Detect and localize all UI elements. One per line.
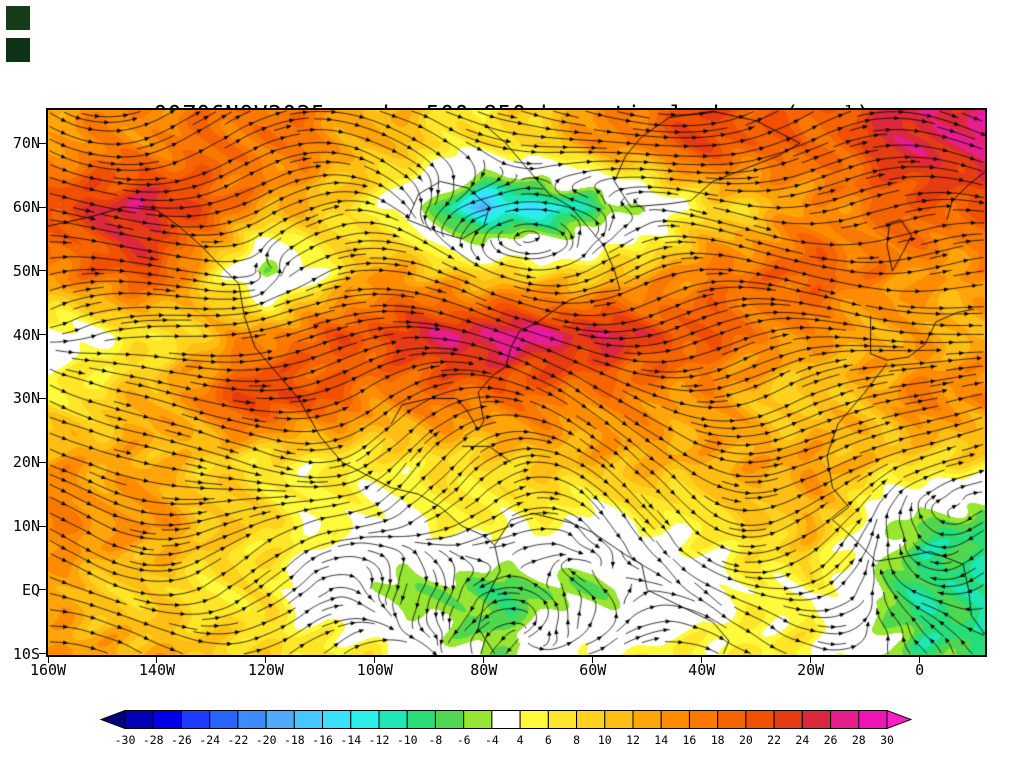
top-left-artifact-square-1 bbox=[6, 6, 30, 30]
y-tick-label: EQ bbox=[21, 580, 40, 599]
x-tick-label: 140W bbox=[138, 661, 176, 679]
colorbar-cell bbox=[547, 710, 578, 729]
y-tick-label: 70N bbox=[12, 134, 40, 153]
colorbar-tick-label: -16 bbox=[312, 733, 333, 747]
y-tick-label: 10S bbox=[12, 644, 40, 663]
y-tick-label: 30N bbox=[12, 389, 40, 408]
colorbar-cell bbox=[858, 710, 888, 729]
colorbar-tick-label: 18 bbox=[711, 733, 725, 747]
colorbar-tick-label: 28 bbox=[852, 733, 866, 747]
x-tick-mark bbox=[701, 657, 703, 663]
y-tick-mark bbox=[39, 142, 46, 144]
colorbar-tick-label: 20 bbox=[739, 733, 753, 747]
colorbar-cell bbox=[350, 710, 380, 729]
colorbar-tick-label: 14 bbox=[654, 733, 668, 747]
colorbar-cell bbox=[152, 710, 182, 729]
x-tick-mark bbox=[374, 657, 376, 663]
x-tick-label: 60W bbox=[579, 661, 607, 679]
y-tick-label: 60N bbox=[12, 198, 40, 216]
x-tick-mark bbox=[592, 657, 594, 663]
colorbar-cell bbox=[688, 710, 719, 729]
colorbar-cell bbox=[660, 710, 690, 729]
colorbar-over-arrow bbox=[886, 710, 912, 730]
colorbar-tick-label: -18 bbox=[284, 733, 305, 747]
colorbar-cell bbox=[265, 710, 295, 729]
colorbar-cell bbox=[406, 710, 436, 729]
colorbar-cell bbox=[124, 710, 154, 729]
colorbar-cell bbox=[434, 710, 465, 729]
colorbar-tick-label: -6 bbox=[457, 733, 471, 747]
colorbar-cell bbox=[463, 710, 493, 729]
colorbar-cell bbox=[745, 710, 775, 729]
colorbar-cell bbox=[576, 710, 606, 729]
colorbar-cell bbox=[378, 710, 408, 729]
x-tick-label: 40W bbox=[688, 661, 716, 679]
x-tick-mark bbox=[483, 657, 485, 663]
colorbar-cell bbox=[491, 710, 521, 729]
x-tick-label: 100W bbox=[356, 661, 393, 679]
x-tick-label: 0 bbox=[915, 661, 925, 679]
colorbar-tick-label: -10 bbox=[397, 733, 418, 747]
colorbar-cell bbox=[717, 710, 747, 729]
colorbar-cell bbox=[322, 710, 352, 729]
x-tick-mark bbox=[810, 657, 812, 663]
x-tick-label: 160W bbox=[29, 661, 67, 679]
x-tick-mark bbox=[47, 657, 49, 663]
colorbar-cell bbox=[209, 710, 239, 729]
y-tick-mark bbox=[39, 653, 46, 655]
top-left-artifact-square-2 bbox=[6, 38, 30, 62]
colorbar-tick-label: -4 bbox=[485, 733, 499, 747]
y-tick-label: 50N bbox=[12, 261, 40, 280]
colorbar-cell bbox=[293, 710, 324, 729]
colorbar-tick-label: -14 bbox=[340, 733, 361, 747]
colorbar-tick-label: -12 bbox=[369, 733, 390, 747]
colorbar-cell bbox=[773, 710, 803, 729]
colorbar-tick-label: 8 bbox=[573, 733, 580, 747]
colorbar-under-arrow bbox=[100, 710, 126, 730]
colorbar-tick-label: 24 bbox=[795, 733, 809, 747]
colorbar-tick-label: -26 bbox=[171, 733, 192, 747]
shear-streamline-map-canvas bbox=[48, 110, 985, 655]
colorbar: -30 -28 -26 -24 -22 -20 -18 -16 -14 -12 -10 -8 -6 -4 4… bbox=[100, 710, 912, 747]
y-tick-mark bbox=[39, 525, 46, 527]
colorbar-tick-label: -24 bbox=[199, 733, 220, 747]
y-tick-mark bbox=[39, 589, 46, 591]
colorbar-tick-label: -22 bbox=[227, 733, 248, 747]
colorbar-tick-label: 22 bbox=[767, 733, 781, 747]
y-tick-label: 20N bbox=[12, 453, 40, 472]
y-tick-label: 10N bbox=[12, 517, 40, 536]
colorbar-cell bbox=[830, 710, 860, 729]
colorbar-tick-label: -8 bbox=[429, 733, 443, 747]
colorbar-cell bbox=[632, 710, 662, 729]
colorbar-cell bbox=[237, 710, 267, 729]
colorbar-tick-label: 12 bbox=[626, 733, 640, 747]
colorbar-cell bbox=[519, 710, 549, 729]
map-frame bbox=[46, 108, 987, 657]
y-tick-mark bbox=[39, 334, 46, 336]
y-tick-mark bbox=[39, 397, 46, 399]
colorbar-cell bbox=[801, 710, 832, 729]
x-tick-mark bbox=[265, 657, 267, 663]
x-tick-label: 80W bbox=[470, 661, 498, 679]
colorbar-tick-label: -28 bbox=[143, 733, 164, 747]
colorbar-cell bbox=[604, 710, 634, 729]
colorbar-tick-label: -30 bbox=[115, 733, 136, 747]
x-tick-label: 20W bbox=[797, 661, 825, 679]
colorbar-tick-label: -20 bbox=[256, 733, 277, 747]
colorbar-tick-label: 16 bbox=[683, 733, 697, 747]
colorbar-tick-label: 26 bbox=[824, 733, 838, 747]
y-tick-mark bbox=[39, 270, 46, 272]
colorbar-tick-label: 6 bbox=[545, 733, 552, 747]
y-tick-mark bbox=[39, 206, 46, 208]
colorbar-tick-label: 10 bbox=[598, 733, 612, 747]
x-tick-label: 120W bbox=[247, 661, 284, 679]
colorbar-tick-label: 30 bbox=[880, 733, 894, 747]
x-tick-mark bbox=[156, 657, 158, 663]
colorbar-tick-label: 4 bbox=[517, 733, 524, 747]
x-tick-mark bbox=[919, 657, 921, 663]
y-tick-mark bbox=[39, 461, 46, 463]
colorbar-cell bbox=[180, 710, 211, 729]
y-tick-label: 40N bbox=[12, 325, 40, 344]
